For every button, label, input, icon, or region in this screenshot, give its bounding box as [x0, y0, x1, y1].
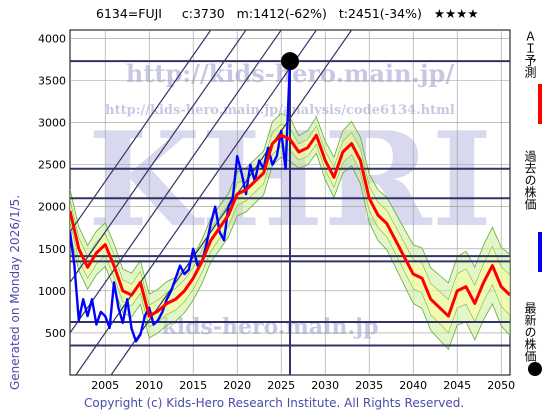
y-tick-label: 2000 [38, 201, 66, 214]
latest-marker [281, 52, 299, 71]
x-tick-label: 2035 [355, 379, 383, 392]
stock-chart: KHRI http://kids-hero.main.jp/ http://ki… [38, 29, 515, 392]
copyright-footer: Copyright (c) Kids-Hero Research Institu… [84, 396, 465, 410]
trend-line [70, 30, 247, 283]
chart-title: 6134=FUJI c:3730 m:1412(-62%) t:2451(-34… [96, 6, 479, 21]
y-tick-label: 3500 [38, 74, 66, 87]
legend-swatch-blue [538, 232, 542, 272]
x-tick-label: 2040 [399, 379, 427, 392]
legend-dot-black [528, 362, 542, 376]
x-tick-label: 2020 [223, 379, 251, 392]
x-tick-label: 2050 [487, 379, 515, 392]
legend-label-ai-forecast: ＡＩ予測 [523, 30, 537, 78]
trend-line [70, 30, 212, 233]
legend-label-past-price: 過去の株価 [523, 150, 537, 210]
series-lines [70, 61, 510, 343]
axis-ticks: 2005 2010 2015 2020 2025 2030 2035 2040 2045 2050… [38, 32, 515, 392]
forecast-band-inner [70, 123, 510, 334]
legend-item-ai-forecast: ＡＩ予測 [520, 30, 556, 130]
y-tick-label: 3000 [38, 117, 66, 130]
y-tick-label: 500 [45, 327, 66, 340]
legend-item-past-price: 過去の株価 [520, 150, 556, 290]
y-tick-label: 1000 [38, 285, 66, 298]
watermark-url-bottom: kids-hero.main.jp [162, 314, 379, 340]
x-tick-label: 2010 [135, 379, 163, 392]
legend-swatch-red [538, 84, 542, 124]
x-tick-label: 2015 [179, 379, 207, 392]
x-tick-label: 2025 [267, 379, 295, 392]
latest-price-dot [281, 52, 299, 71]
x-tick-label: 2045 [443, 379, 471, 392]
x-tick-label: 2030 [311, 379, 339, 392]
y-tick-label: 1500 [38, 243, 66, 256]
trend-line [70, 30, 282, 334]
legend-item-latest-price: 最新の株価 [520, 302, 556, 382]
past-price-line [70, 61, 292, 343]
x-tick-label: 2005 [91, 379, 119, 392]
ai-forecast-line [70, 133, 510, 318]
legend-label-latest-price: 最新の株価 [523, 302, 537, 362]
y-tick-label: 4000 [38, 32, 66, 45]
y-tick-label: 2500 [38, 159, 66, 172]
chart-legend: ＡＩ予測 過去の株価 最新の株価 [520, 30, 556, 380]
